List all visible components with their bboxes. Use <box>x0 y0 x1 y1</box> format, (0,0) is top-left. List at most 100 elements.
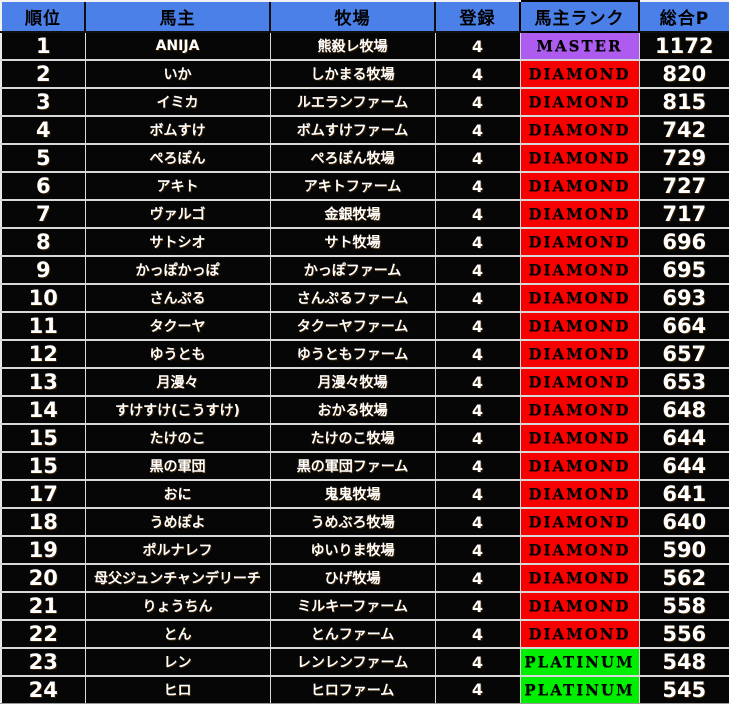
registered-count-cell: 4 <box>434 367 521 397</box>
rank-cell: 24 <box>0 675 86 704</box>
owner-rank-badge: DIAMOND <box>519 479 640 509</box>
owner-name-cell: 黒の軍団 <box>84 451 271 481</box>
table-row: 18 うめぽよ うめぶろ牧場 4 DIAMOND 640 <box>0 507 729 537</box>
total-points-cell: 742 <box>638 115 729 145</box>
registered-count-cell: 4 <box>434 227 521 257</box>
table-row: 14 すけすけ(こうすけ) おかる牧場 4 DIAMOND 648 <box>0 395 729 425</box>
rank-cell: 13 <box>0 367 86 397</box>
farm-name-cell: 鬼鬼牧場 <box>269 479 436 509</box>
table-row: 17 おに 鬼鬼牧場 4 DIAMOND 641 <box>0 479 729 509</box>
owner-name-cell: ポルナレフ <box>84 535 271 565</box>
rank-cell: 14 <box>0 395 86 425</box>
owner-name-cell: かっぽかっぽ <box>84 255 271 285</box>
owner-name-cell: おに <box>84 479 271 509</box>
registered-count-cell: 4 <box>434 451 521 481</box>
total-points-cell: 696 <box>638 227 729 257</box>
rank-cell: 5 <box>0 143 86 173</box>
rank-cell: 1 <box>0 31 86 61</box>
owner-rank-badge: DIAMOND <box>519 535 640 565</box>
registered-count-cell: 4 <box>434 563 521 593</box>
owner-name-cell: ANIJA <box>84 31 271 61</box>
farm-name-cell: ゆいりま牧場 <box>269 535 436 565</box>
table-row: 23 レン レンレンファーム 4 PLATINUM 548 <box>0 647 729 677</box>
total-points-cell: 548 <box>638 647 729 677</box>
registered-count-cell: 4 <box>434 535 521 565</box>
farm-name-cell: ひげ牧場 <box>269 563 436 593</box>
farm-name-cell: さんぷるファーム <box>269 283 436 313</box>
table-row: 4 ボムすけ ボムすけファーム 4 DIAMOND 742 <box>0 115 729 145</box>
total-points-cell: 664 <box>638 311 729 341</box>
farm-name-cell: 金銀牧場 <box>269 199 436 229</box>
owner-name-cell: とん <box>84 619 271 649</box>
farm-name-cell: アキトファーム <box>269 171 436 201</box>
farm-name-cell: 月漫々牧場 <box>269 367 436 397</box>
registered-count-cell: 4 <box>434 87 521 117</box>
table-row: 10 さんぷる さんぷるファーム 4 DIAMOND 693 <box>0 283 729 313</box>
owner-name-cell: ぺろぽん <box>84 143 271 173</box>
owner-name-cell: ゆうとも <box>84 339 271 369</box>
total-points-cell: 657 <box>638 339 729 369</box>
owner-rank-badge: DIAMOND <box>519 283 640 313</box>
table-row: 7 ヴァルゴ 金銀牧場 4 DIAMOND 717 <box>0 199 729 229</box>
farm-name-cell: ヒロファーム <box>269 675 436 704</box>
owner-rank-badge: DIAMOND <box>519 115 640 145</box>
registered-count-cell: 4 <box>434 171 521 201</box>
owner-name-cell: すけすけ(こうすけ) <box>84 395 271 425</box>
registered-count-cell: 4 <box>434 647 521 677</box>
table-row: 20 母父ジュンチャンデリーチ ひげ牧場 4 DIAMOND 562 <box>0 563 729 593</box>
table-row: 5 ぺろぽん ぺろぽん牧場 4 DIAMOND 729 <box>0 143 729 173</box>
table-row: 12 ゆうとも ゆうともファーム 4 DIAMOND 657 <box>0 339 729 369</box>
owner-rank-badge: DIAMOND <box>519 451 640 481</box>
owner-rank-badge: DIAMOND <box>519 311 640 341</box>
rank-cell: 20 <box>0 563 86 593</box>
rank-cell: 21 <box>0 591 86 621</box>
rank-cell: 12 <box>0 339 86 369</box>
total-points-cell: 695 <box>638 255 729 285</box>
column-header-farm: 牧場 <box>269 0 435 33</box>
owner-name-cell: ヒロ <box>84 675 271 704</box>
rank-cell: 23 <box>0 647 86 677</box>
rank-cell: 15 <box>0 451 86 481</box>
column-header-rank: 順位 <box>0 0 85 33</box>
farm-name-cell: しかまる牧場 <box>269 59 436 89</box>
registered-count-cell: 4 <box>434 339 521 369</box>
owner-rank-badge: DIAMOND <box>519 171 640 201</box>
rank-cell: 22 <box>0 619 86 649</box>
registered-count-cell: 4 <box>434 311 521 341</box>
registered-count-cell: 4 <box>434 59 521 89</box>
table-row: 6 アキト アキトファーム 4 DIAMOND 727 <box>0 171 729 201</box>
rank-cell: 9 <box>0 255 86 285</box>
registered-count-cell: 4 <box>434 479 521 509</box>
table-row: 21 りょうちん ミルキーファーム 4 DIAMOND 558 <box>0 591 729 621</box>
total-points-cell: 590 <box>638 535 729 565</box>
owner-name-cell: サトシオ <box>84 227 271 257</box>
owner-name-cell: 月漫々 <box>84 367 271 397</box>
registered-count-cell: 4 <box>434 31 521 61</box>
farm-name-cell: 黒の軍団ファーム <box>269 451 436 481</box>
owner-name-cell: アキト <box>84 171 271 201</box>
rank-cell: 4 <box>0 115 86 145</box>
farm-name-cell: ミルキーファーム <box>269 591 436 621</box>
table-row: 15 黒の軍団 黒の軍団ファーム 4 DIAMOND 644 <box>0 451 729 481</box>
total-points-cell: 693 <box>638 283 729 313</box>
total-points-cell: 648 <box>638 395 729 425</box>
total-points-cell: 640 <box>638 507 729 537</box>
owner-rank-badge: DIAMOND <box>519 591 640 621</box>
owner-rank-badge: MASTER <box>519 31 640 61</box>
registered-count-cell: 4 <box>434 619 521 649</box>
total-points-cell: 727 <box>638 171 729 201</box>
total-points-cell: 717 <box>638 199 729 229</box>
owner-rank-badge: PLATINUM <box>519 647 640 677</box>
total-points-cell: 1172 <box>638 31 729 61</box>
total-points-cell: 644 <box>638 451 729 481</box>
column-header-total-points: 総合P <box>638 0 729 33</box>
table-row: 8 サトシオ サト牧場 4 DIAMOND 696 <box>0 227 729 257</box>
owner-rank-badge: PLATINUM <box>519 675 640 704</box>
total-points-cell: 815 <box>638 87 729 117</box>
owner-rank-badge: DIAMOND <box>519 339 640 369</box>
owner-rank-badge: DIAMOND <box>519 87 640 117</box>
rank-cell: 19 <box>0 535 86 565</box>
column-header-registered: 登録 <box>434 0 520 33</box>
total-points-cell: 562 <box>638 563 729 593</box>
rank-cell: 10 <box>0 283 86 313</box>
